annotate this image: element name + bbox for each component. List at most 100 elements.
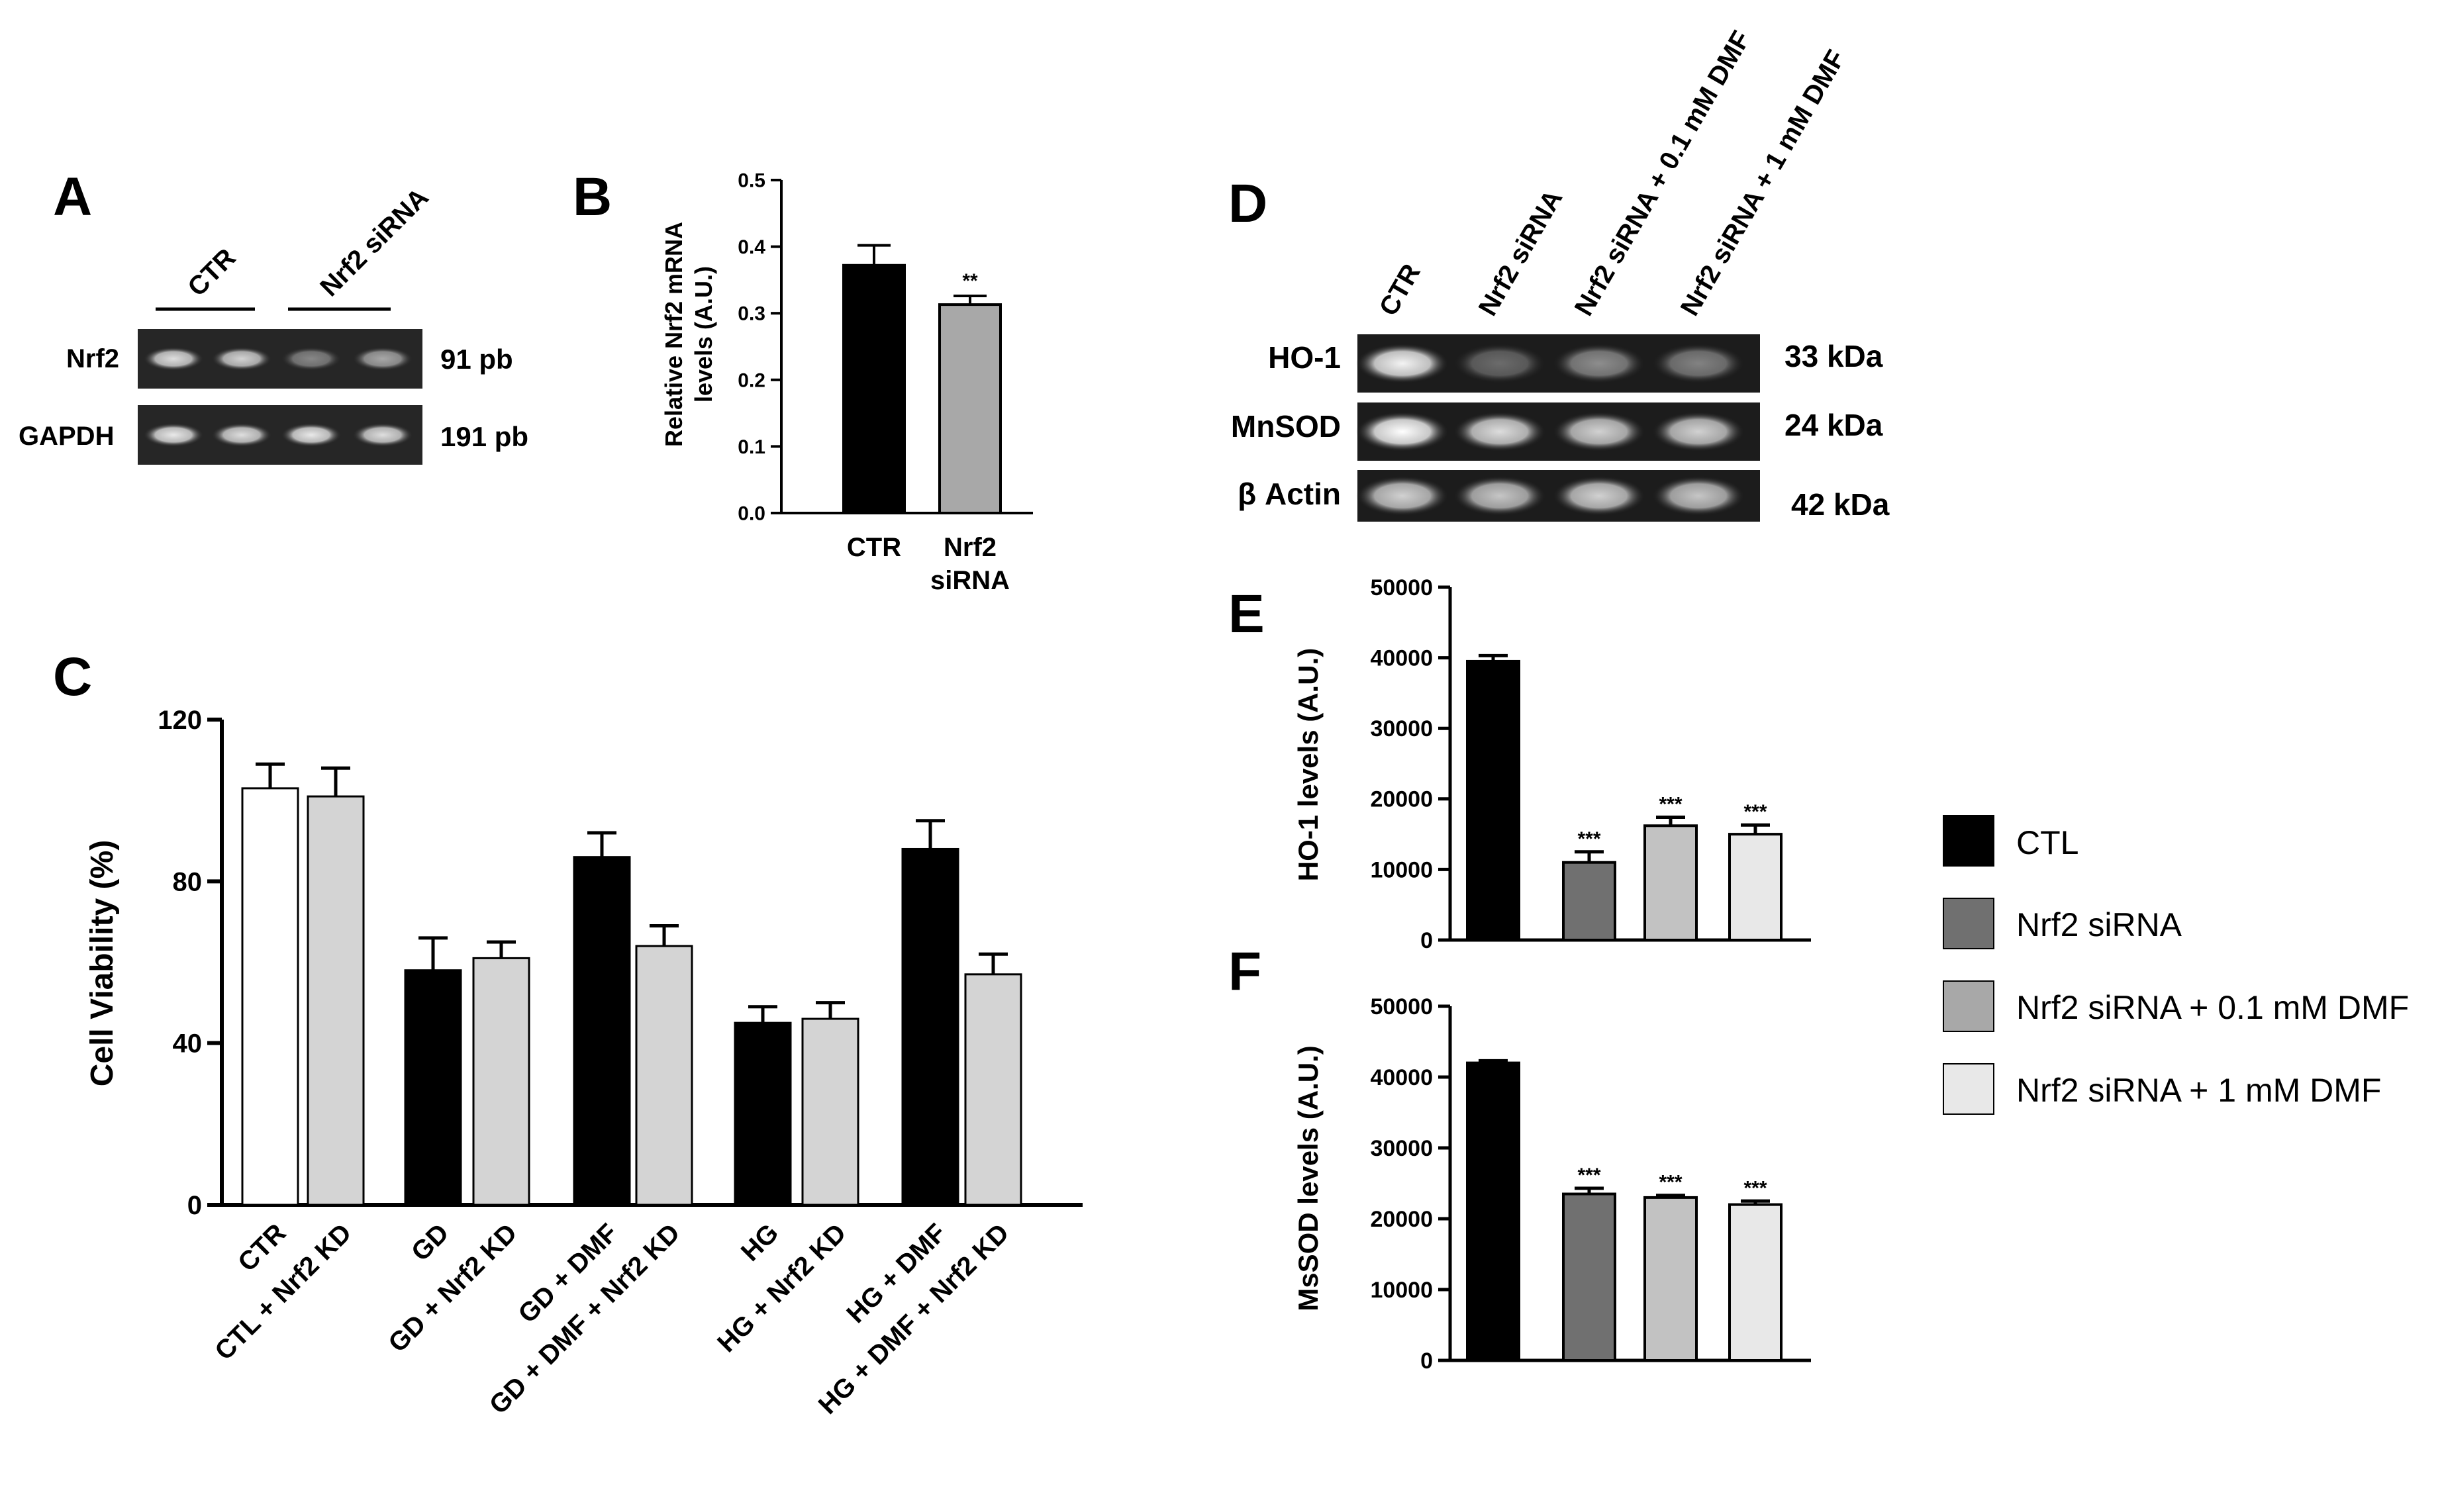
chart-f-ylabel: MsSOD levels (A.U.) (1293, 1045, 1324, 1311)
chartE-tick-label: 50000 (1370, 575, 1433, 600)
blot-d-size-ho1: 33 kDa (1784, 339, 1883, 373)
gel-a-band (281, 423, 342, 447)
legend-swatch-ctl (1943, 815, 1994, 867)
chartC-bar (801, 1017, 859, 1206)
chartB-bar (842, 263, 906, 514)
chartF-bar (1466, 1061, 1520, 1362)
gel-a-band (352, 347, 413, 371)
chartB-tick-label: 0.5 (738, 170, 765, 192)
blot-d-band (1453, 476, 1546, 516)
chart-b-ylabel-line2: levels (A.U.) (690, 266, 717, 402)
chartB-tick-label: 0.2 (738, 369, 765, 391)
gel-a-band (281, 347, 342, 371)
chartC-tick-label: 0 (187, 1191, 202, 1220)
blot-d-lane-label-sirna-01dmf: Nrf2 siRNA + 0.1 mM DMF (1569, 26, 1756, 320)
chartC-bar (241, 787, 299, 1206)
chartB-tick-label: 0.3 (738, 303, 765, 325)
gel-a-size-gapdh: 191 pb (440, 421, 528, 452)
gel-a-group-sirna: Nrf2 siRNA (315, 183, 434, 302)
gel-a-band (352, 423, 413, 447)
chartE-sig-label: *** (1659, 794, 1682, 816)
legend: CTL Nrf2 siRNA Nrf2 siRNA + 0.1 mM DMF N… (1943, 815, 2409, 1115)
blot-d-row-label-ho1: HO-1 (1268, 340, 1341, 375)
chartE-tick-label: 40000 (1370, 646, 1433, 671)
chartC-bar (635, 945, 693, 1206)
chartC-bar (573, 856, 631, 1206)
blot-d-lane-label-sirna: Nrf2 siRNA (1473, 185, 1569, 321)
chartC-bar (734, 1021, 792, 1206)
gel-a-band (143, 423, 204, 447)
panel-a-letter: A (53, 167, 92, 227)
chartF-bar (1562, 1192, 1616, 1362)
gel-a-row-label-gapdh: GAPDH (19, 422, 114, 451)
chartE-bar (1643, 824, 1698, 941)
panel-c-letter: C (53, 647, 92, 707)
chart-c-ylabel: Cell Viability (%) (85, 840, 120, 1087)
legend-swatch-nrf2-sirna-1dmf (1943, 1063, 1994, 1115)
chartF-tick-label: 30000 (1370, 1136, 1433, 1161)
blot-d-size-actin: 42 kDa (1791, 487, 1890, 522)
chart-e-ylabel: HO-1 levels (A.U.) (1293, 648, 1324, 881)
gel-a-size-nrf2: 91 pb (440, 344, 513, 375)
legend-swatch-nrf2-sirna (1943, 898, 1994, 949)
gel-a-band (211, 423, 272, 447)
legend-label-nrf2-sirna-1dmf: Nrf2 siRNA + 1 mM DMF (2016, 1072, 2381, 1109)
blot-d-band (1356, 476, 1449, 516)
blot-d-band (1553, 476, 1645, 516)
gel-a-band (143, 347, 204, 371)
chartC-bar (404, 969, 462, 1206)
chartC-bar (901, 847, 959, 1206)
chartC-tick-label: 120 (158, 706, 202, 735)
gel-a-row-label-nrf2: Nrf2 (66, 344, 119, 373)
chart-c-category-label: HG (736, 1218, 785, 1267)
gel-a-group-ctr: CTR (182, 243, 241, 302)
gel-a-band (211, 347, 272, 371)
chartE-tick-label: 20000 (1370, 787, 1433, 812)
panel-e-letter: E (1228, 584, 1265, 644)
chartB-tick-label: 0.4 (738, 236, 765, 258)
chartB-bar (938, 303, 1002, 514)
chartE-bar (1466, 659, 1520, 941)
chartC-bar (964, 973, 1022, 1206)
chartF-tick-label: 40000 (1370, 1065, 1433, 1090)
chartF-sig-label: *** (1743, 1177, 1767, 1199)
blot-d-row-label-mnsod: MnSOD (1231, 409, 1341, 444)
blot-d-band (1453, 344, 1546, 383)
chartE-tick-label: 30000 (1370, 716, 1433, 741)
blot-d-lane-label-ctr: CTR (1374, 259, 1426, 320)
chartE-sig-label: *** (1743, 801, 1767, 823)
legend-label-ctl: CTL (2016, 824, 2078, 861)
chartC-tick-label: 80 (173, 867, 203, 896)
panel-a-gel: CTR Nrf2 siRNA Nrf2 GAPDH 91 pb 191 pb (19, 183, 528, 465)
blot-d-band (1652, 476, 1745, 516)
blot-d-band (1356, 412, 1449, 451)
panel-d-blot: CTR Nrf2 siRNA Nrf2 siRNA + 0.1 mM DMF N… (1231, 26, 1890, 522)
chartE-bar (1728, 833, 1783, 941)
chartB-tick-label: 0.0 (738, 503, 765, 525)
legend-label-nrf2-sirna-01dmf: Nrf2 siRNA + 0.1 mM DMF (2016, 989, 2409, 1026)
blot-d-band (1553, 412, 1645, 451)
chartC-bar (472, 957, 530, 1206)
blot-d-band (1652, 412, 1745, 451)
chart-b-cat2-label-line1: Nrf2 (944, 533, 997, 562)
chartE-bar (1562, 861, 1616, 941)
panel-d-letter: D (1228, 173, 1267, 234)
chartF-tick-label: 0 (1420, 1348, 1433, 1374)
blot-d-size-mnsod: 24 kDa (1784, 408, 1883, 442)
chartF-sig-label: *** (1577, 1164, 1600, 1186)
chart-b-ylabel-line1: Relative Nrf2 mRNA (660, 222, 687, 447)
legend-label-nrf2-sirna: Nrf2 siRNA (2016, 906, 2182, 943)
chartF-tick-label: 20000 (1370, 1207, 1433, 1232)
chartF-tick-label: 10000 (1370, 1278, 1433, 1303)
chartE-sig-label: *** (1577, 828, 1600, 850)
panel-b-chart: Relative Nrf2 mRNA levels (A.U.) CTR Nrf… (660, 170, 1033, 595)
chartC-tick-label: 40 (173, 1029, 203, 1059)
chartE-tick-label: 10000 (1370, 857, 1433, 882)
chartF-sig-label: *** (1659, 1172, 1682, 1194)
blot-d-band (1652, 344, 1745, 383)
chart-c-category-label: CTR (232, 1218, 291, 1277)
chartF-bar (1643, 1196, 1698, 1362)
blot-d-row-label-actin: β Actin (1238, 477, 1341, 511)
